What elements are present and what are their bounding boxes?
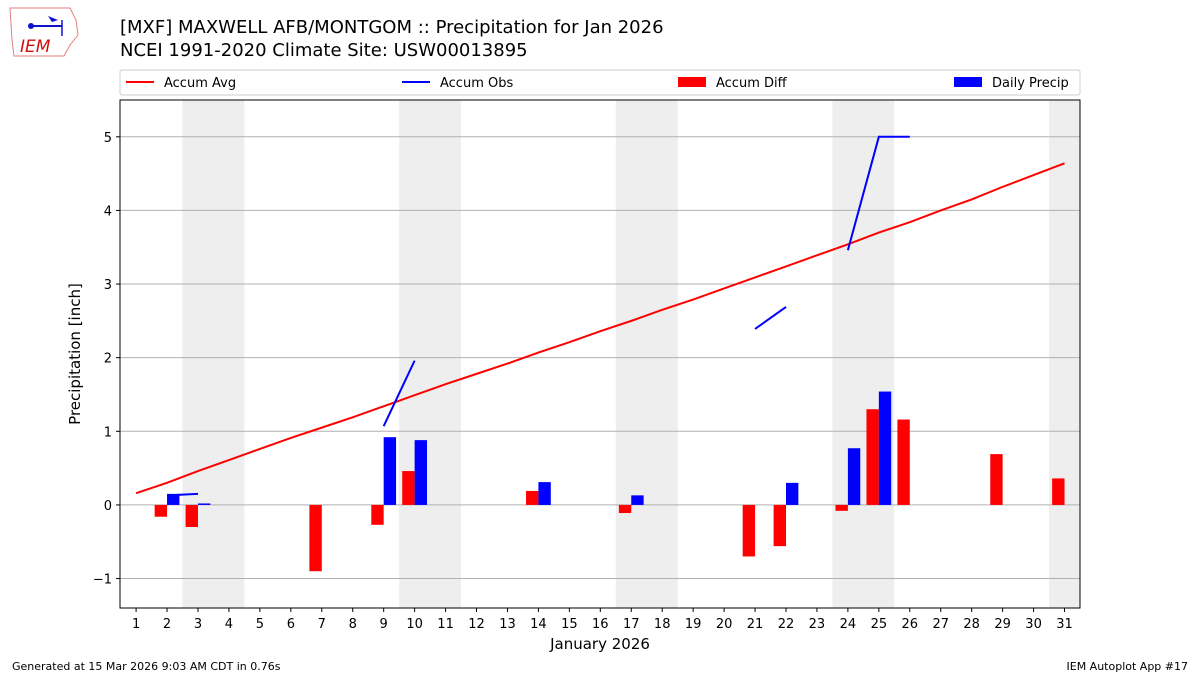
accum-diff-bar bbox=[371, 504, 384, 525]
y-tick-label: 3 bbox=[104, 278, 112, 293]
y-tick-label: 1 bbox=[104, 425, 112, 440]
weekend-shade bbox=[399, 100, 462, 608]
x-tick-label: 7 bbox=[318, 617, 326, 632]
x-tick-label: 28 bbox=[963, 617, 980, 632]
accum-diff-bar bbox=[835, 504, 848, 511]
daily-precip-bar bbox=[197, 503, 211, 505]
weekend-shade bbox=[182, 100, 245, 608]
daily-precip-bar bbox=[167, 493, 180, 505]
x-tick-label: 26 bbox=[902, 617, 919, 632]
legend-label: Accum Avg bbox=[164, 76, 236, 91]
x-tick-label: 30 bbox=[1025, 617, 1042, 632]
x-tick-label: 19 bbox=[685, 617, 702, 632]
daily-precip-bar bbox=[847, 448, 861, 505]
daily-precip-bar bbox=[785, 482, 799, 505]
weekend-shade bbox=[1049, 100, 1080, 608]
accum-obs-line bbox=[382, 360, 416, 427]
legend-label: Daily Precip bbox=[992, 76, 1069, 91]
accum-diff-bar bbox=[309, 504, 322, 572]
weekend-shade bbox=[832, 100, 895, 608]
accum-obs-line bbox=[846, 135, 910, 251]
x-tick-label: 12 bbox=[468, 617, 485, 632]
x-tick-label: 2 bbox=[163, 617, 171, 632]
accum-avg-line bbox=[135, 162, 1065, 495]
footer-app: IEM Autoplot App #17 bbox=[1066, 660, 1189, 673]
accum-diff-bar bbox=[402, 471, 415, 505]
daily-precip-bar bbox=[538, 482, 551, 505]
y-tick-label: 5 bbox=[104, 131, 112, 146]
x-tick-label: 24 bbox=[840, 617, 857, 632]
accum-diff-bar bbox=[185, 504, 198, 528]
x-tick-label: 6 bbox=[287, 617, 295, 632]
accum-diff-bar bbox=[773, 504, 786, 547]
accum-diff-bar bbox=[618, 504, 632, 514]
accum-obs-line bbox=[754, 306, 787, 330]
legend-label: Accum Diff bbox=[716, 76, 788, 91]
y-axis-label: Precipitation [inch] bbox=[66, 283, 84, 425]
iem-logo: IEM bbox=[9, 7, 79, 57]
x-axis-label: January 2026 bbox=[549, 635, 650, 653]
x-tick-label: 23 bbox=[809, 617, 826, 632]
daily-precip-bar bbox=[414, 440, 428, 505]
legend-swatch bbox=[954, 77, 982, 87]
y-tick-label: 0 bbox=[104, 499, 112, 514]
x-tick-label: 31 bbox=[1056, 617, 1073, 632]
x-tick-label: 18 bbox=[654, 617, 671, 632]
x-tick-label: 5 bbox=[256, 617, 264, 632]
x-tick-label: 1 bbox=[132, 617, 140, 632]
x-tick-label: 8 bbox=[349, 617, 357, 632]
accum-diff-bar bbox=[1052, 478, 1065, 505]
accum-diff-bar bbox=[990, 454, 1003, 505]
x-tick-label: 15 bbox=[561, 617, 578, 632]
chart-title: [MXF] MAXWELL AFB/MONTGOM :: Precipitati… bbox=[120, 17, 664, 38]
x-tick-label: 13 bbox=[499, 617, 516, 632]
x-tick-label: 11 bbox=[437, 617, 454, 632]
daily-precip-bar bbox=[878, 391, 892, 505]
x-tick-label: 16 bbox=[592, 617, 609, 632]
accum-diff-bar bbox=[897, 419, 910, 505]
chart-subtitle: NCEI 1991-2020 Climate Site: USW00013895 bbox=[120, 40, 528, 61]
accum-diff-bar bbox=[866, 409, 879, 505]
x-tick-label: 29 bbox=[994, 617, 1011, 632]
x-tick-label: 3 bbox=[194, 617, 202, 632]
y-tick-label: 2 bbox=[104, 352, 112, 367]
x-tick-label: 27 bbox=[932, 617, 949, 632]
x-tick-label: 22 bbox=[778, 617, 795, 632]
x-tick-label: 20 bbox=[716, 617, 733, 632]
x-tick-label: 10 bbox=[406, 617, 423, 632]
plot-area bbox=[120, 100, 1080, 608]
x-tick-label: 14 bbox=[530, 617, 547, 632]
x-tick-label: 21 bbox=[747, 617, 764, 632]
legend-swatch bbox=[678, 77, 706, 87]
x-tick-label: 9 bbox=[380, 617, 388, 632]
legend-label: Accum Obs bbox=[440, 76, 513, 91]
daily-precip-bar bbox=[631, 495, 644, 505]
weekend-shade bbox=[615, 100, 678, 608]
accum-diff-bar bbox=[526, 490, 539, 505]
daily-precip-bar bbox=[383, 437, 397, 505]
y-tick-label: −1 bbox=[93, 573, 112, 588]
accum-diff-bar bbox=[154, 504, 168, 517]
y-tick-label: 4 bbox=[104, 204, 112, 219]
accum-obs-line bbox=[166, 492, 199, 497]
logo-text: IEM bbox=[20, 37, 51, 57]
x-tick-label: 17 bbox=[623, 617, 640, 632]
footer-generated: Generated at 15 Mar 2026 9:03 AM CDT in … bbox=[12, 660, 281, 673]
legend: Accum Avg Accum Obs Accum Diff Daily Precip bbox=[119, 69, 1081, 96]
accum-diff-bar bbox=[742, 504, 756, 557]
x-tick-label: 4 bbox=[225, 617, 233, 632]
plot-frame bbox=[119, 99, 1081, 609]
x-tick-label: 25 bbox=[871, 617, 888, 632]
